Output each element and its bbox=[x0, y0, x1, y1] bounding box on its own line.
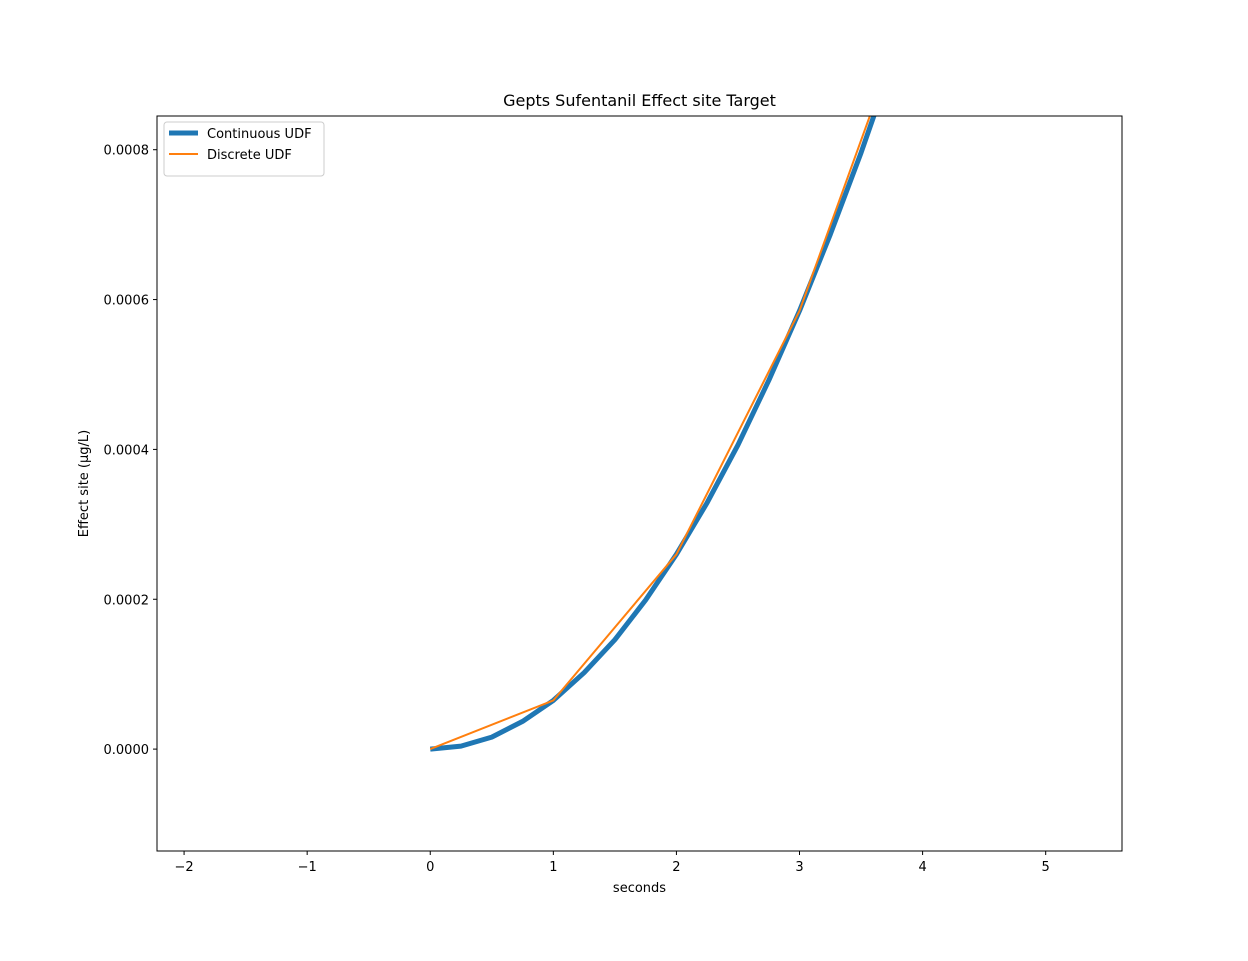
x-tick-label: 3 bbox=[795, 860, 803, 875]
x-tick-label: −2 bbox=[174, 860, 193, 875]
y-tick-label: 0.0008 bbox=[104, 144, 150, 159]
y-axis-label: Effect site (μg/L) bbox=[77, 430, 92, 537]
chart-title: Gepts Sufentanil Effect site Target bbox=[503, 91, 776, 110]
x-tick-label: 4 bbox=[918, 860, 926, 875]
legend-label: Discrete UDF bbox=[207, 148, 292, 163]
x-tick-label: 5 bbox=[1042, 860, 1050, 875]
x-tick-label: 1 bbox=[549, 860, 557, 875]
plot-lines bbox=[429, 116, 877, 752]
x-tick-label: 0 bbox=[426, 860, 434, 875]
x-axis-label: seconds bbox=[613, 881, 666, 896]
plot-frame bbox=[156, 115, 1123, 852]
legend-box bbox=[163, 121, 325, 177]
x-tick-label: 2 bbox=[672, 860, 680, 875]
line-series bbox=[429, 116, 871, 751]
y-tick-label: 0.0006 bbox=[104, 294, 150, 309]
legend-label: Continuous UDF bbox=[207, 127, 312, 142]
y-tick-label: 0.0000 bbox=[104, 743, 150, 758]
y-tick-label: 0.0004 bbox=[104, 443, 150, 458]
y-tick-label: 0.0002 bbox=[104, 593, 150, 608]
x-tick-label: −1 bbox=[298, 860, 317, 875]
